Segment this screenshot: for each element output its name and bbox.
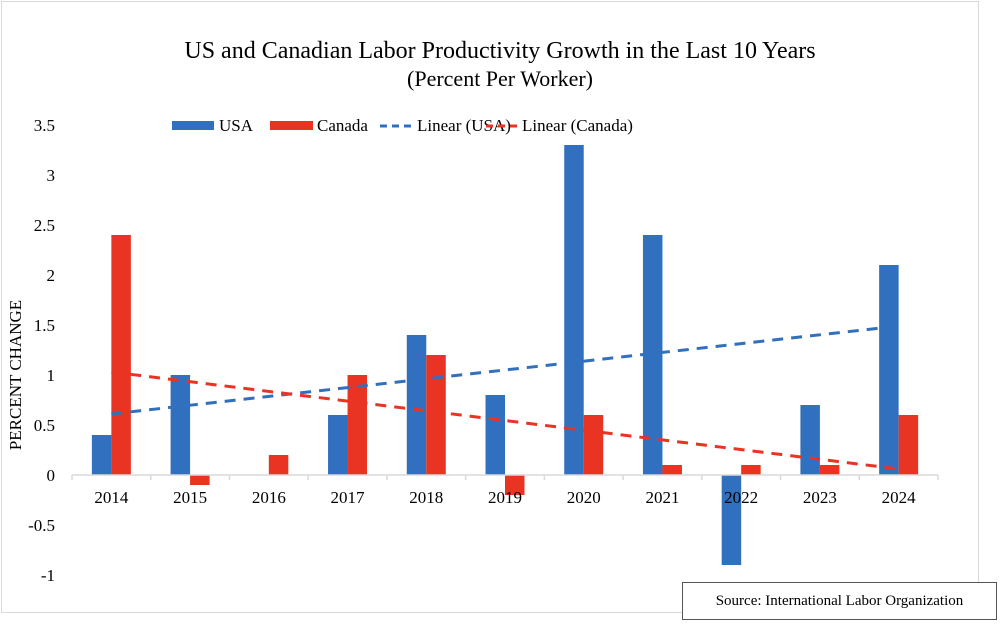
bar-canada-2014 [111, 235, 131, 475]
bar-usa-2020 [564, 145, 584, 475]
bar-usa-2024 [879, 265, 899, 475]
x-tick-label: 2019 [488, 488, 522, 507]
chart-subtitle: (Percent Per Worker) [407, 66, 593, 91]
bar-usa-2014 [91, 435, 112, 475]
x-tick-label: 2015 [173, 488, 207, 507]
y-tick-label: 0.5 [34, 416, 55, 435]
bar-usa-2021 [642, 235, 663, 475]
x-tick-label: 2021 [645, 488, 679, 507]
x-tick-label: 2020 [567, 488, 601, 507]
legend-label-linear-usa: Linear (USA) [417, 116, 511, 135]
bar-canada-2019 [505, 475, 525, 495]
bar-canada-2017 [347, 375, 368, 475]
y-tick-label: 2 [47, 266, 56, 285]
legend: USA Canada Linear (USA) Linear (Canada) [172, 116, 633, 135]
bar-canada-2015 [190, 475, 210, 485]
bar-usa-2015 [170, 375, 191, 475]
y-tick-label: 3 [47, 166, 56, 185]
y-axis-ticks: 3.5 3 2.5 2 1.5 1 0.5 0 -0.5 -1 [28, 116, 55, 585]
x-axis: 2014 2015 2016 2017 2018 2019 2020 2021 2022 2023… [71, 474, 939, 507]
bar-canada-2016 [268, 455, 289, 475]
legend-label-canada: Canada [317, 116, 368, 135]
bar-canada-2024 [898, 415, 919, 475]
bars [91, 145, 919, 565]
y-tick-label: 1 [47, 366, 56, 385]
chart-frame [1, 1, 979, 613]
x-tick-label: 2014 [94, 488, 129, 507]
legend-label-linear-canada: Linear (Canada) [522, 116, 633, 135]
x-tick-label: 2022 [724, 488, 758, 507]
bar-canada-2021 [662, 465, 682, 475]
y-axis-label: PERCENT CHANGE [6, 300, 25, 450]
source-note: Source: International Labor Organization [682, 582, 997, 620]
legend-label-usa: USA [219, 116, 254, 135]
bar-usa-2022 [721, 475, 742, 565]
x-tick-label: 2017 [331, 488, 366, 507]
y-tick-label: -0.5 [28, 516, 55, 535]
bar-canada-2020 [583, 415, 604, 475]
x-tick-label: 2024 [882, 488, 917, 507]
y-tick-label: 3.5 [34, 116, 55, 135]
bar-usa-2017 [328, 415, 348, 475]
bar-usa-2023 [800, 405, 820, 475]
y-tick-label: 1.5 [34, 316, 55, 335]
bar-canada-2022 [741, 465, 761, 475]
bar-usa-2019 [485, 395, 505, 475]
x-tick-label: 2023 [803, 488, 837, 507]
x-tick-label: 2018 [409, 488, 443, 507]
bar-canada-2023 [819, 465, 840, 475]
y-tick-label: -1 [41, 566, 55, 585]
bar-canada-2018 [426, 355, 446, 475]
chart-title: US and Canadian Labor Productivity Growt… [184, 38, 815, 64]
y-tick-label: 0 [47, 466, 56, 485]
x-tick-label: 2016 [252, 488, 286, 507]
legend-swatch-usa [172, 121, 214, 130]
y-tick-label: 2.5 [34, 216, 55, 235]
bar-usa-2018 [406, 335, 427, 475]
legend-swatch-canada [270, 121, 313, 130]
